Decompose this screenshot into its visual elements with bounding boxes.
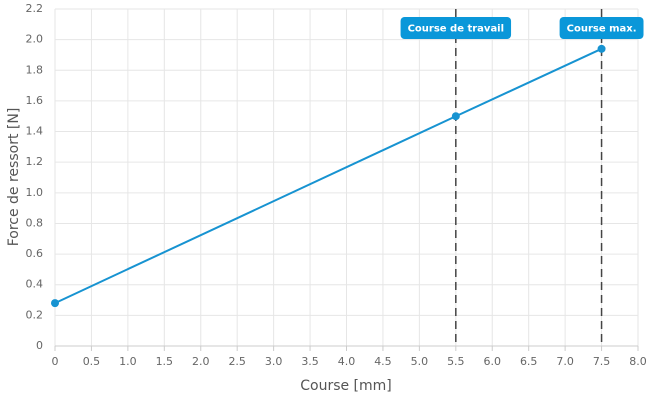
x-tick-label: 5.5 [447, 355, 465, 368]
x-tick-label: 3.0 [265, 355, 283, 368]
y-tick-label: 0.4 [26, 278, 44, 291]
y-tick-label: 1.8 [26, 63, 44, 76]
x-tick-label: 0.5 [83, 355, 101, 368]
x-tick-label: 2.0 [192, 355, 210, 368]
y-tick-label: 0 [36, 339, 43, 352]
annotation-box [400, 17, 512, 39]
y-tick-label: 2.0 [26, 33, 44, 46]
annotation-box [559, 17, 644, 39]
x-tick-label: 2.5 [228, 355, 246, 368]
x-tick-label: 4.0 [338, 355, 356, 368]
point [451, 112, 460, 121]
y-tick-label: 1.2 [26, 155, 44, 168]
y-tick-label: 0.6 [26, 247, 44, 260]
x-tick-label: 5.0 [411, 355, 429, 368]
y-tick-label: 1.4 [26, 125, 44, 138]
point [597, 44, 606, 53]
x-tick-label: 7.0 [556, 355, 574, 368]
y-tick-label: 0.8 [26, 216, 44, 229]
y-tick-label: 2.2 [26, 2, 44, 15]
x-tick-label: 7.5 [593, 355, 611, 368]
x-tick-label: 3.5 [301, 355, 319, 368]
x-tick-label: 4.5 [374, 355, 392, 368]
x-tick-label: 0 [52, 355, 59, 368]
annotation-label: Course max. [567, 24, 637, 35]
x-tick-label: 1.0 [119, 355, 137, 368]
y-tick-label: 0.2 [26, 308, 44, 321]
point [51, 299, 59, 308]
grid [54, 8, 639, 347]
x-tick-label: 1.5 [156, 355, 174, 368]
x-tick-label: 8.0 [629, 355, 647, 368]
x-axis-title: Course [mm] [300, 378, 392, 394]
y-tick-label: 1.6 [26, 94, 44, 107]
series-line [54, 47, 602, 305]
x-tick-label: 6.0 [484, 355, 502, 368]
annotation-label: Course de travail [408, 24, 504, 35]
y-tick-label: 1.0 [26, 186, 44, 199]
x-tick-label: 6.5 [520, 355, 538, 368]
y-axis-title: Force de ressort [N] [6, 108, 22, 247]
